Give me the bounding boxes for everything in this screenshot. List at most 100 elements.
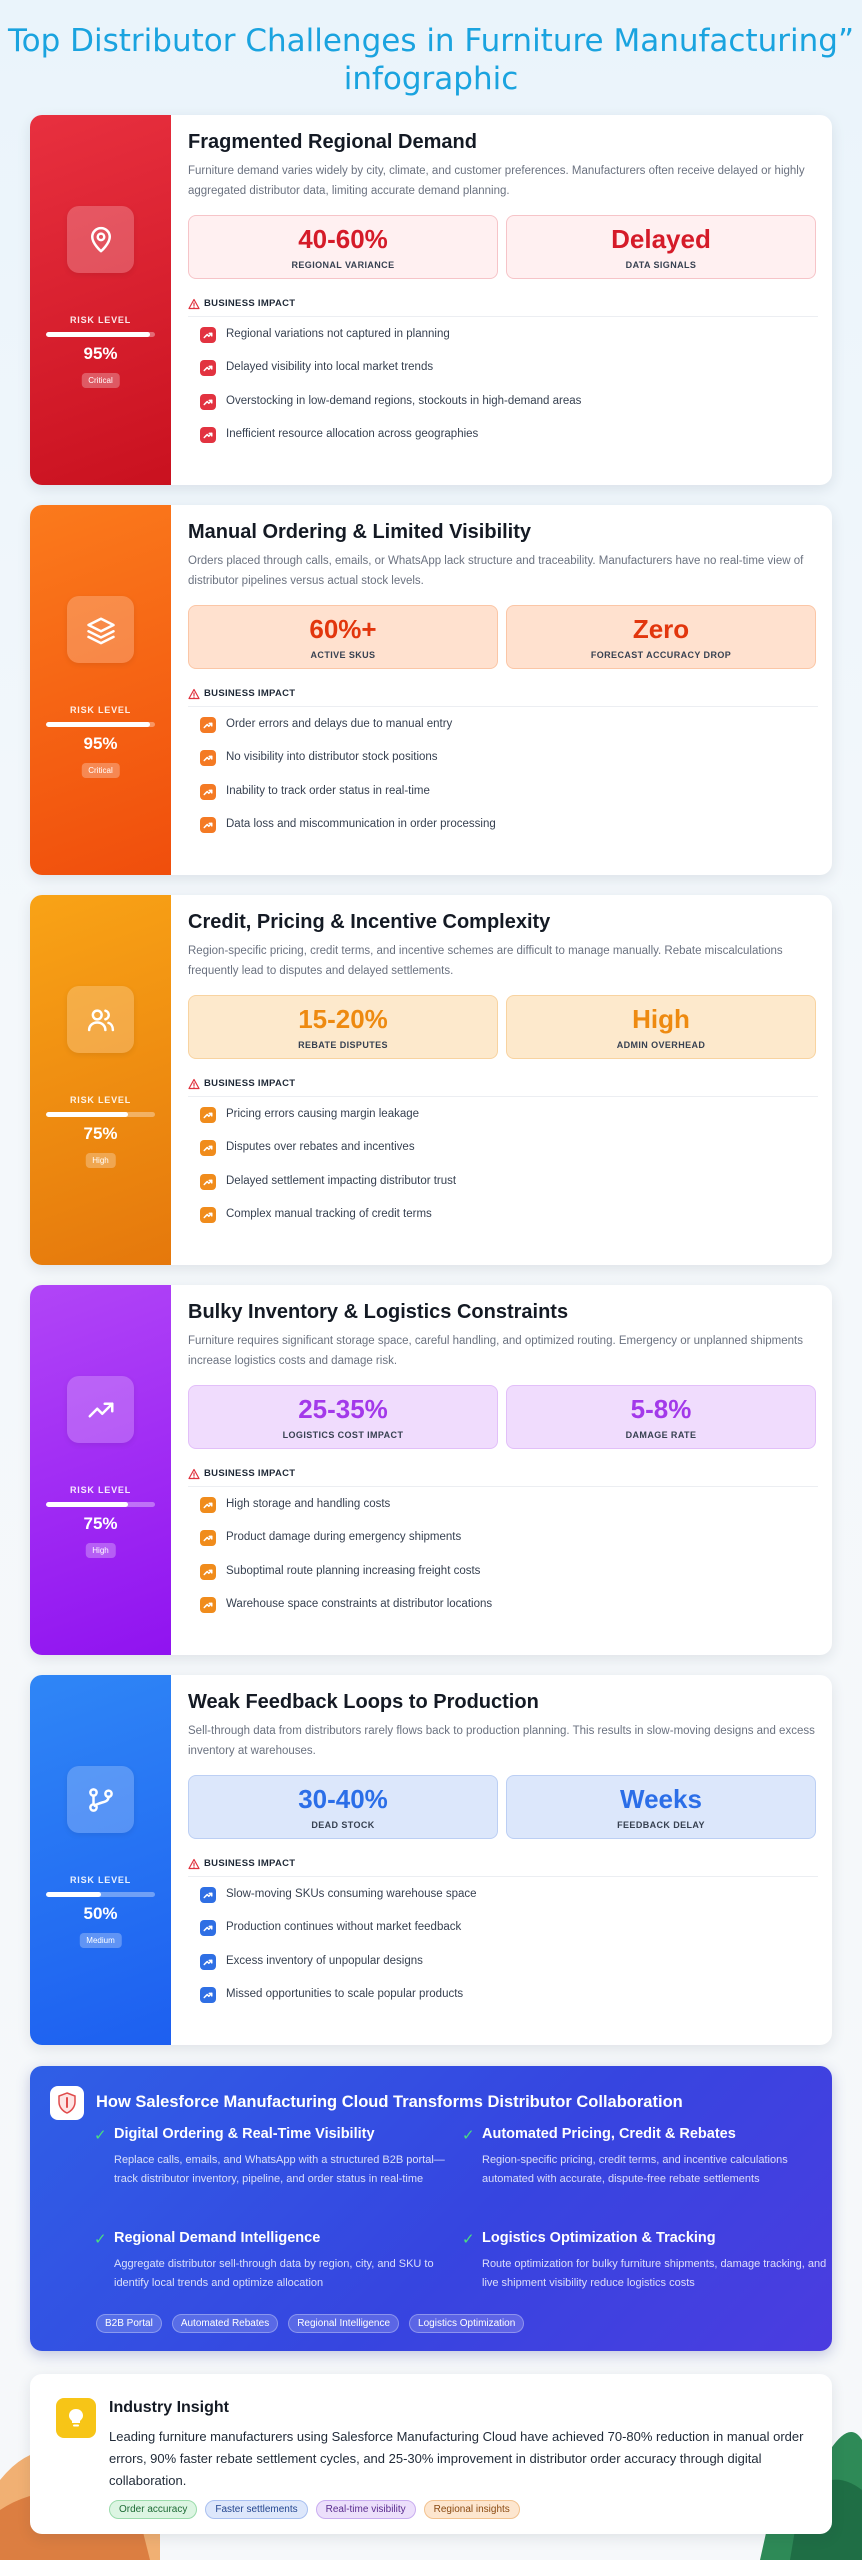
metric-label: FORECAST ACCURACY DROP	[590, 650, 732, 660]
trend-up-icon	[200, 427, 216, 443]
trend-up-icon	[200, 1987, 216, 2003]
impact-item: High storage and handling costs	[200, 1495, 820, 1515]
solution-tag: Regional Intelligence	[288, 2314, 400, 2333]
risk-level-value: 50%	[83, 1904, 118, 1923]
impact-text: Pricing errors causing margin leakage	[226, 1108, 420, 1120]
impact-item: Order errors and delays due to manual en…	[200, 715, 820, 735]
warning-icon	[188, 298, 200, 310]
risk-panel: RISK LEVEL 95% Critical	[30, 505, 171, 875]
insight-tag: Regional insights	[423, 2500, 520, 2519]
trend-up-icon	[200, 1597, 216, 1613]
check-icon: ✓	[462, 2127, 475, 2144]
risk-level-fill	[46, 1502, 128, 1507]
business-impact-label: BUSINESS IMPACT	[204, 1468, 296, 1479]
business-impact-header: BUSINESS IMPACT	[188, 687, 818, 707]
metric-card: High ADMIN OVERHEAD	[506, 995, 816, 1059]
challenge-card: RISK LEVEL 75% High Credit, Pricing & In…	[30, 895, 832, 1265]
trend-up-icon	[200, 1920, 216, 1936]
impact-item: No visibility into distributor stock pos…	[200, 748, 820, 768]
salesforce-tags: B2B Portal Automated Rebates Regional Inte…	[96, 2314, 525, 2333]
solution-title: Regional Demand Intelligence	[114, 2230, 321, 2246]
metric-value: 5-8%	[630, 1394, 692, 1424]
impact-item: Excess inventory of unpopular designs	[200, 1952, 820, 1972]
impact-text: Product damage during emergency shipment…	[226, 1531, 462, 1543]
impact-item: Complex manual tracking of credit terms	[200, 1205, 820, 1225]
metric-card: Weeks FEEDBACK DELAY	[506, 1775, 816, 1839]
layers-icon	[67, 596, 134, 663]
business-impact-label: BUSINESS IMPACT	[204, 688, 296, 699]
trend-up-icon	[200, 360, 216, 376]
risk-panel: RISK LEVEL 75% High	[30, 895, 171, 1265]
trend-up-icon	[200, 1497, 216, 1513]
metric-value: 40-60%	[298, 224, 388, 254]
metric-card: 15-20% REBATE DISPUTES	[188, 995, 498, 1059]
check-icon: ✓	[94, 2127, 107, 2144]
risk-level-value: 95%	[83, 344, 118, 363]
map-pin-icon	[67, 206, 134, 273]
page-title: Top Distributor Challenges in Furniture …	[7, 23, 855, 97]
risk-level-label: RISK LEVEL	[69, 705, 131, 715]
risk-level-bar	[46, 722, 155, 727]
check-icon: ✓	[462, 2231, 475, 2248]
impact-item: Pricing errors causing margin leakage	[200, 1105, 820, 1125]
solution-title: Automated Pricing, Credit & Rebates	[482, 2126, 736, 2142]
impact-item: Delayed settlement impacting distributor…	[200, 1172, 820, 1192]
challenge-card: RISK LEVEL 50% Medium Weak Feedback Loop…	[30, 1675, 832, 2045]
solution-description: Route optimization for bulky furniture s…	[482, 2258, 827, 2289]
impact-text: High storage and handling costs	[226, 1498, 391, 1510]
impact-item: Disputes over rebates and incentives	[200, 1138, 820, 1158]
risk-level-fill	[46, 722, 150, 727]
trend-up-icon	[200, 1174, 216, 1190]
industry-insight-card: Industry Insight Leading furniture manuf…	[30, 2374, 832, 2534]
metric-label: REGIONAL VARIANCE	[291, 260, 395, 270]
risk-level-label: RISK LEVEL	[69, 1485, 131, 1495]
git-branch-icon	[67, 1766, 134, 1833]
metric-card: Delayed DATA SIGNALS	[506, 215, 816, 279]
trend-up-icon	[200, 784, 216, 800]
solution-tag: Automated Rebates	[171, 2314, 279, 2333]
impact-text: Order errors and delays due to manual en…	[226, 718, 453, 730]
risk-level-bar	[46, 1502, 155, 1507]
impact-text: Overstocking in low-demand regions, stoc…	[226, 395, 582, 407]
risk-level-fill	[46, 332, 150, 337]
trend-up-icon	[200, 817, 216, 833]
warning-icon	[188, 688, 200, 700]
salesforce-title: How Salesforce Manufacturing Cloud Trans…	[96, 2093, 683, 2111]
metric-label: DAMAGE RATE	[625, 1430, 697, 1440]
risk-level-fill	[46, 1112, 128, 1117]
insight-tag: Real-time visibility	[315, 2500, 416, 2519]
insight-title: Industry Insight	[109, 2399, 229, 2416]
insight-text: Leading furniture manufacturers using Sa…	[109, 2429, 804, 2488]
challenge-title: Credit, Pricing & Incentive Complexity	[188, 911, 551, 933]
warning-icon	[188, 1078, 200, 1090]
risk-panel: RISK LEVEL 75% High	[30, 1285, 171, 1655]
metric-card: 30-40% DEAD STOCK	[188, 1775, 498, 1839]
trend-up-icon	[200, 1530, 216, 1546]
solution-description: Aggregate distributor sell-through data …	[114, 2258, 434, 2289]
challenge-description: Furniture demand varies widely by city, …	[188, 165, 805, 197]
metric-value: High	[632, 1004, 690, 1034]
insight-tag: Order accuracy	[109, 2500, 198, 2519]
metric-card: 5-8% DAMAGE RATE	[506, 1385, 816, 1449]
impact-text: Complex manual tracking of credit terms	[226, 1208, 432, 1220]
business-impact-header: BUSINESS IMPACT	[188, 1857, 818, 1877]
trend-up-icon	[200, 1887, 216, 1903]
warning-icon	[188, 1468, 200, 1480]
metric-card: 25-35% LOGISTICS COST IMPACT	[188, 1385, 498, 1449]
metric-value: Zero	[632, 614, 690, 644]
challenge-description: Furniture requires significant storage s…	[188, 1335, 803, 1367]
impact-text: Slow-moving SKUs consuming warehouse spa…	[226, 1888, 477, 1900]
impact-item: Delayed visibility into local market tre…	[200, 358, 820, 378]
impact-item: Suboptimal route planning increasing fre…	[200, 1562, 820, 1582]
challenge-card: RISK LEVEL 95% Critical Manual Ordering …	[30, 505, 832, 875]
impact-item: Overstocking in low-demand regions, stoc…	[200, 392, 820, 412]
impact-item: Product damage during emergency shipment…	[200, 1528, 820, 1548]
solution-tag: B2B Portal	[96, 2314, 162, 2333]
risk-panel: RISK LEVEL 95% Critical	[30, 115, 171, 485]
trend-up-icon	[200, 1207, 216, 1223]
solution-tag: Logistics Optimization	[409, 2314, 525, 2333]
challenge-content: Bulky Inventory & Logistics Constraints …	[188, 1285, 832, 1655]
challenge-card: RISK LEVEL 95% Critical Fragmented Regio…	[30, 115, 832, 485]
metric-card: Zero FORECAST ACCURACY DROP	[506, 605, 816, 669]
challenge-description: Region-specific pricing, credit terms, a…	[188, 945, 783, 977]
